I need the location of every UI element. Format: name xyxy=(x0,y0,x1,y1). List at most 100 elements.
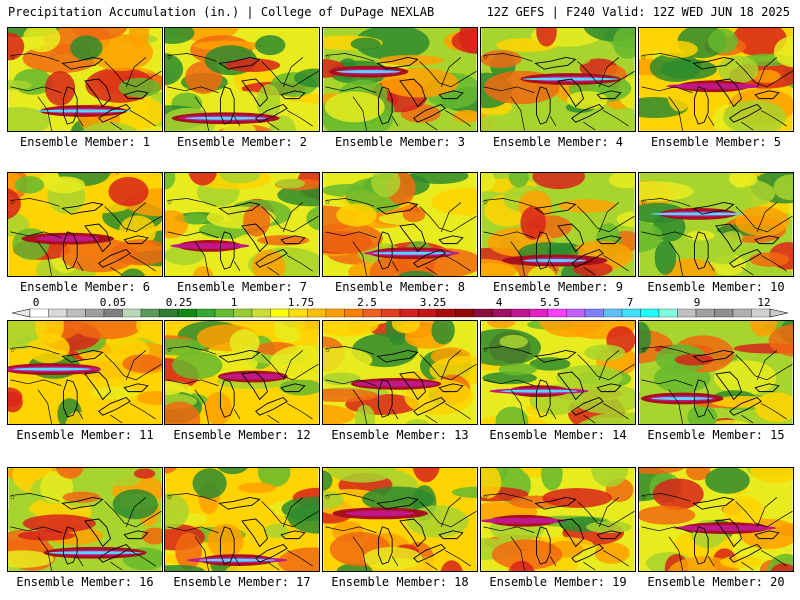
ensemble-member-label: Ensemble Member: 2 xyxy=(176,135,308,149)
great-lakes-outline xyxy=(218,496,306,565)
precip-blob xyxy=(275,387,319,419)
colorbar-segment xyxy=(640,308,660,318)
precip-blob xyxy=(120,268,146,276)
precip-blob xyxy=(578,417,635,424)
state-borders xyxy=(10,198,162,276)
colorbar-segment xyxy=(510,308,530,318)
precipitation-map: ☆ xyxy=(7,172,163,277)
precipitation-map: ☆ xyxy=(7,320,163,425)
colorbar-tick-label: 2.5 xyxy=(357,297,377,309)
colorbar-tick-label: 4 xyxy=(496,297,503,309)
precip-blob xyxy=(749,252,790,267)
heavy-precip-band xyxy=(500,389,579,393)
city-marker-icon: ☆ xyxy=(482,344,488,355)
colorbar-tick-label: 0 xyxy=(33,297,40,309)
state-borders xyxy=(641,53,793,131)
precip-blob xyxy=(412,468,440,483)
ensemble-member-panel: ☆ Ensemble Member: 13 xyxy=(322,320,478,442)
precip-blob xyxy=(165,381,185,396)
precip-blob xyxy=(735,206,790,236)
heavy-precip-band xyxy=(48,551,142,555)
ensemble-member-panel: ☆ Ensemble Member: 17 xyxy=(164,467,320,589)
precip-blob xyxy=(639,468,686,475)
precip-blob xyxy=(708,253,737,265)
colorbar-tick-label: 3.25 xyxy=(420,297,447,309)
ensemble-member-panel: ☆ Ensemble Member: 10 xyxy=(638,172,794,294)
precip-blob xyxy=(141,527,162,545)
great-lakes-outline xyxy=(376,496,464,565)
city-marker-icon: ☆ xyxy=(640,491,646,502)
heavy-precip-band xyxy=(34,109,133,113)
precip-blob xyxy=(62,491,101,503)
precip-blob xyxy=(491,539,563,570)
ensemble-member-label: Ensemble Member: 13 xyxy=(331,428,469,442)
precip-blob xyxy=(431,321,455,345)
precip-blob xyxy=(397,270,436,276)
precip-blob xyxy=(773,174,793,201)
great-lakes-outline xyxy=(218,56,306,125)
colorbar-right-arrow xyxy=(769,308,788,318)
precip-blob xyxy=(452,110,477,123)
precip-blob xyxy=(656,40,698,59)
precip-blob xyxy=(22,514,96,533)
precip-blob xyxy=(639,321,652,354)
great-lakes-outline xyxy=(61,56,149,125)
precip-blob xyxy=(8,32,25,61)
colorbar-segment xyxy=(122,308,142,318)
precip-blob xyxy=(255,35,286,56)
precip-blob xyxy=(431,188,477,216)
precip-blob xyxy=(44,176,86,194)
precip-blob xyxy=(584,344,626,361)
precip-blob xyxy=(770,563,793,571)
precip-blob xyxy=(165,28,195,44)
city-marker-icon: ☆ xyxy=(166,196,172,207)
precip-blob xyxy=(35,321,64,344)
ensemble-member-label: Ensemble Member: 7 xyxy=(176,280,308,294)
precip-blob xyxy=(498,363,538,376)
precip-blob xyxy=(207,523,244,558)
colorbar-segment xyxy=(325,308,345,318)
precip-blob xyxy=(133,468,156,479)
ensemble-member-panel: ☆ Ensemble Member: 2 xyxy=(164,27,320,149)
precip-blob xyxy=(188,173,217,186)
precip-blob xyxy=(732,28,787,57)
precip-blob xyxy=(590,468,629,488)
precipitation-map: ☆ xyxy=(7,467,163,572)
city-marker-icon: ☆ xyxy=(482,51,488,62)
precip-blob xyxy=(219,173,261,184)
colorbar-tick-label: 1 xyxy=(231,297,238,309)
precip-blob xyxy=(532,173,585,190)
colorbar-segment xyxy=(48,308,68,318)
ensemble-member-panel: ☆ Ensemble Member: 3 xyxy=(322,27,478,149)
precip-blob xyxy=(72,321,142,340)
precip-blob xyxy=(323,388,378,403)
precip-blob xyxy=(429,356,477,385)
heavy-precip-band xyxy=(372,251,452,255)
colorbar-segment xyxy=(603,308,623,318)
colorbar-segment xyxy=(288,308,308,318)
precip-blob xyxy=(70,35,103,61)
precipitation-map: ☆ xyxy=(638,172,794,277)
ensemble-member-label: Ensemble Member: 3 xyxy=(334,135,466,149)
colorbar-tick-label: 9 xyxy=(694,297,701,309)
state-borders xyxy=(167,198,319,276)
ensemble-member-label: Ensemble Member: 16 xyxy=(16,575,154,589)
city-marker-icon: ☆ xyxy=(9,196,15,207)
city-marker-icon: ☆ xyxy=(324,51,330,62)
precip-blob xyxy=(8,188,21,220)
precip-blob xyxy=(8,550,54,568)
precip-blob xyxy=(44,70,76,106)
ensemble-member-label: Ensemble Member: 11 xyxy=(16,428,154,442)
precip-blob xyxy=(232,411,295,424)
precip-blob xyxy=(165,52,184,86)
colorbar-segment xyxy=(233,308,253,318)
precip-field xyxy=(481,468,634,571)
precip-blob xyxy=(287,502,319,534)
precip-blob xyxy=(183,213,209,225)
colorbar-segment xyxy=(177,308,197,318)
precipitation-map: ☆ xyxy=(164,320,320,425)
precip-blob xyxy=(639,505,696,525)
precip-blob xyxy=(451,468,476,485)
state-borders xyxy=(10,346,162,424)
ensemble-member-panel: ☆ Ensemble Member: 6 xyxy=(7,172,163,294)
